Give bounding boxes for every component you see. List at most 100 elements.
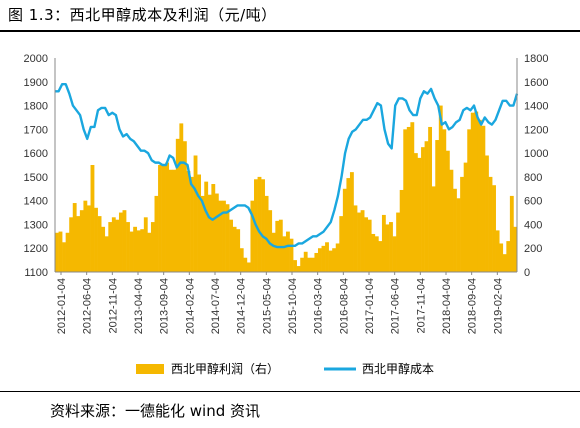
profit-bar bbox=[97, 216, 102, 272]
source-note: 资料来源：一德能化 wind 资讯 bbox=[50, 402, 261, 420]
profit-bar bbox=[509, 195, 514, 272]
y-left-tick-label: 1300 bbox=[24, 219, 48, 231]
profit-bar bbox=[321, 245, 326, 272]
profit-bar bbox=[460, 176, 464, 272]
profit-bar bbox=[456, 198, 461, 272]
profit-bar bbox=[129, 231, 134, 272]
profit-bar bbox=[314, 252, 319, 272]
profit-bar bbox=[229, 219, 233, 272]
profit-bar bbox=[346, 178, 351, 272]
y-left-tick-label: 1900 bbox=[24, 77, 48, 89]
y-right-tick-label: 0 bbox=[524, 267, 530, 279]
profit-bar bbox=[502, 254, 507, 272]
profit-bar bbox=[218, 200, 223, 272]
profit-bar bbox=[378, 241, 383, 272]
profit-bar bbox=[353, 205, 358, 272]
legend: 西北甲醇利润（右） 西北甲醇成本 bbox=[136, 361, 434, 376]
x-tick-label: 2017-11-04 bbox=[415, 278, 427, 333]
profit-bar bbox=[317, 248, 322, 272]
x-tick-label: 2013-09-04 bbox=[159, 278, 171, 334]
profit-bar bbox=[293, 260, 297, 272]
profit-bar bbox=[371, 233, 376, 272]
profit-bar bbox=[225, 204, 230, 272]
profit-bar bbox=[264, 195, 269, 272]
profit-bar bbox=[193, 155, 198, 272]
profit-bar bbox=[435, 140, 440, 272]
y-right-tick-label: 1200 bbox=[524, 124, 548, 136]
profit-bar bbox=[154, 195, 159, 272]
x-tick-label: 2012-11-04 bbox=[107, 278, 119, 333]
profit-bar bbox=[332, 248, 337, 272]
profit-bar bbox=[328, 250, 333, 272]
profit-bar bbox=[65, 232, 70, 272]
x-tick-label: 2016-03-04 bbox=[313, 278, 325, 334]
profit-bar bbox=[445, 150, 450, 272]
profit-bar bbox=[470, 112, 475, 272]
y-left-tick-label: 1200 bbox=[24, 243, 48, 255]
profit-bar bbox=[364, 217, 369, 272]
y-left-tick-label: 2000 bbox=[24, 53, 48, 65]
profit-bar bbox=[392, 236, 397, 272]
profit-bar bbox=[474, 111, 479, 272]
profit-bar bbox=[477, 119, 482, 272]
y-left-tick-label: 1100 bbox=[24, 267, 48, 279]
profit-bar bbox=[300, 257, 305, 272]
profit-bar bbox=[179, 123, 184, 272]
axes: 1100120013001400150016001700180019002000… bbox=[24, 53, 549, 334]
profit-bar bbox=[58, 231, 63, 272]
profit-bar bbox=[374, 236, 379, 272]
profit-bar bbox=[243, 257, 248, 272]
profit-bar bbox=[513, 226, 518, 272]
y-right-tick-label: 400 bbox=[524, 219, 542, 231]
y-right-tick-label: 800 bbox=[524, 172, 542, 184]
profit-bar bbox=[396, 212, 401, 272]
profit-bar bbox=[360, 210, 365, 272]
profit-bar bbox=[261, 179, 265, 272]
profit-bar bbox=[62, 242, 66, 272]
profit-bar bbox=[286, 231, 290, 272]
profit-bar bbox=[90, 165, 95, 272]
profit-bar bbox=[83, 200, 88, 272]
profit-bar bbox=[389, 222, 393, 272]
legend-label-cost: 西北甲醇成本 bbox=[362, 361, 434, 376]
profit-bar bbox=[118, 212, 123, 272]
profit-bar bbox=[136, 230, 141, 272]
profit-bar bbox=[250, 200, 255, 272]
profit-bar bbox=[453, 188, 457, 272]
profit-bar bbox=[357, 212, 361, 272]
profit-bar bbox=[161, 165, 166, 272]
x-tick-label: 2017-01-04 bbox=[364, 278, 376, 334]
x-tick-label: 2014-07-04 bbox=[210, 278, 222, 334]
profit-bar bbox=[182, 141, 187, 272]
y-right-tick-label: 1000 bbox=[524, 148, 548, 160]
profit-bar bbox=[381, 214, 386, 272]
profit-bar bbox=[214, 193, 219, 272]
x-tick-label: 2016-08-04 bbox=[338, 278, 350, 334]
profit-bar bbox=[403, 129, 408, 272]
profit-bar bbox=[421, 147, 425, 272]
y-left-tick-label: 1700 bbox=[24, 124, 48, 136]
profit-bar bbox=[165, 162, 170, 272]
y-left-tick-label: 1400 bbox=[24, 196, 48, 208]
profit-bar bbox=[342, 188, 347, 272]
profit-bar bbox=[207, 194, 212, 272]
profit-bar bbox=[492, 185, 496, 272]
profit-bar bbox=[428, 126, 432, 273]
profit-bar bbox=[101, 226, 106, 272]
profit-bar bbox=[467, 129, 472, 272]
y-right-tick-label: 200 bbox=[524, 243, 542, 255]
profit-bar bbox=[69, 217, 74, 272]
profit-bar bbox=[186, 170, 191, 272]
profit-bar bbox=[126, 222, 130, 272]
y-left-tick-label: 1800 bbox=[24, 101, 48, 113]
profit-bar bbox=[339, 216, 344, 272]
profit-bar bbox=[122, 210, 127, 272]
profit-bar bbox=[413, 153, 418, 272]
profit-bar bbox=[303, 251, 308, 272]
profit-bar bbox=[325, 242, 329, 272]
x-tick-label: 2019-02-04 bbox=[492, 278, 504, 334]
profit-bar bbox=[442, 129, 447, 272]
profit-bar bbox=[94, 207, 98, 272]
profit-bar bbox=[282, 236, 287, 272]
profit-bar bbox=[115, 219, 120, 272]
